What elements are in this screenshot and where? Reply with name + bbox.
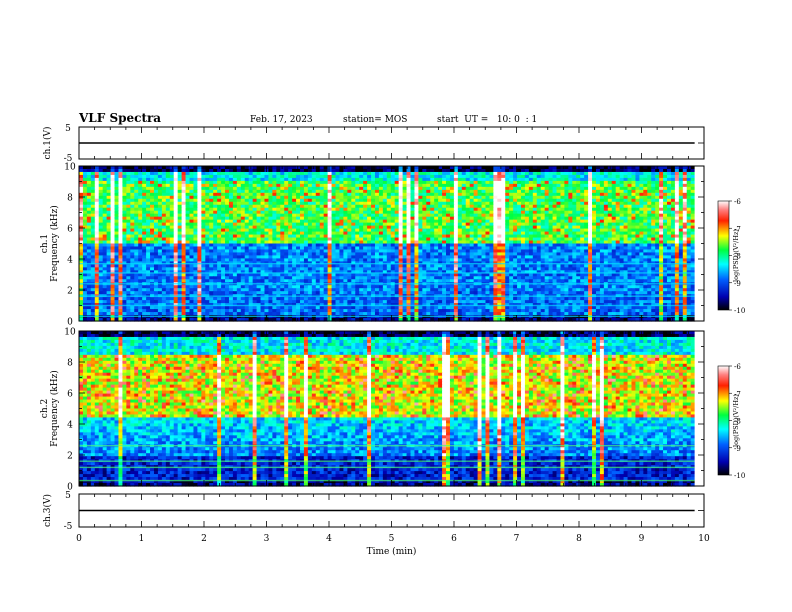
x-axis-label: Time (min): [367, 546, 417, 557]
y-axis-label: Frequency (kHz): [49, 205, 60, 282]
spectrogram-ch1: [79, 166, 704, 322]
y-tick-label: -5: [64, 154, 73, 164]
y-tick-label: 2: [67, 287, 73, 297]
colorbar-tick-label: -8: [734, 418, 741, 426]
colorbar-tick-label: -9: [734, 445, 741, 453]
y-tick-label: 8: [67, 194, 73, 204]
x-tick-label: 6: [451, 534, 457, 544]
y-tick-label: 5: [65, 491, 71, 501]
y-tick-label: 0: [67, 483, 73, 493]
x-tick-label: 1: [139, 534, 145, 544]
colorbar: [717, 200, 730, 311]
x-tick-label: 9: [639, 534, 645, 544]
colorbar-tick-label: -10: [734, 472, 745, 480]
colorbar-label: log(PSD)(V²/Hz): [732, 394, 740, 447]
station-label: station= MOS: [343, 115, 408, 125]
y-axis-label: ch.1(V): [42, 127, 53, 160]
date-label: Feb. 17, 2023: [250, 115, 313, 125]
colorbar-tick-label: -10: [734, 307, 745, 315]
x-tick-label: 4: [326, 534, 332, 544]
x-tick-label: 10: [698, 534, 710, 544]
x-tick-label: 7: [514, 534, 520, 544]
y-tick-label: 4: [67, 256, 73, 266]
colorbar-tick-label: -6: [734, 198, 741, 206]
y-axis-label: ch.3(V): [42, 494, 53, 527]
colorbar-label: log(PSD)(V²/Hz): [732, 229, 740, 282]
colorbar-tick-label: -8: [734, 253, 741, 261]
x-tick-label: 2: [201, 534, 207, 544]
y-tick-label: 2: [67, 452, 73, 462]
y-tick-label: 6: [67, 225, 73, 235]
x-tick-label: 3: [264, 534, 270, 544]
y-axis-label: Frequency (kHz): [49, 370, 60, 447]
colorbar: [717, 365, 730, 476]
colorbar-tick-label: -7: [734, 390, 741, 398]
start-time-label: start UT = 10: 0 : 1: [437, 115, 538, 125]
y-tick-label: 6: [67, 390, 73, 400]
x-tick-label: 8: [576, 534, 582, 544]
x-tick-label: 0: [76, 534, 82, 544]
y-tick-label: 4: [67, 421, 73, 431]
colorbar-tick-label: -6: [734, 363, 741, 371]
y-axis-label: ch.2: [40, 399, 50, 418]
y-tick-label: -5: [64, 522, 73, 532]
figure-title: VLF Spectra: [79, 111, 162, 125]
y-tick-label: 0: [67, 318, 73, 328]
y-tick-label: 5: [65, 124, 71, 134]
spectrogram-ch2: [79, 331, 704, 487]
y-tick-label: 10: [64, 328, 76, 338]
y-tick-label: 8: [67, 359, 73, 369]
colorbar-tick-label: -7: [734, 225, 741, 233]
x-tick-label: 5: [389, 534, 395, 544]
y-tick-label: 10: [64, 163, 76, 173]
colorbar-tick-label: -9: [734, 280, 741, 288]
y-axis-label: ch.1: [40, 234, 50, 253]
